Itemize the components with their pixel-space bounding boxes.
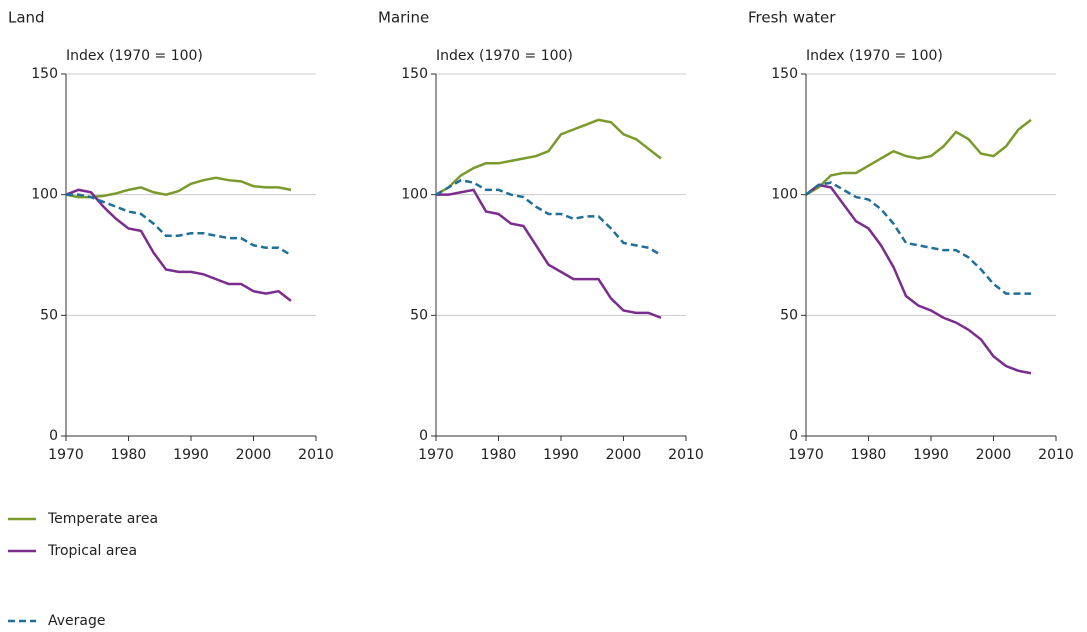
series-line	[805, 118, 1032, 196]
x-tick-label: 2000	[606, 447, 642, 463]
panel-title: Marine	[378, 9, 429, 27]
legend-label: Tropical area	[47, 543, 137, 559]
y-tick-label: 50	[40, 307, 58, 323]
panel-title: Fresh water	[748, 9, 836, 27]
x-tick-label: 1980	[111, 447, 147, 463]
series-line	[805, 183, 1032, 375]
x-tick-label: 1970	[48, 447, 84, 463]
y-tick-label: 100	[31, 187, 58, 203]
y-tick-label: 50	[410, 307, 428, 323]
y-tick-label: 50	[780, 307, 798, 323]
y-tick-label: 150	[401, 66, 428, 82]
panel-title: Land	[8, 9, 45, 27]
series-line	[65, 188, 292, 302]
axis-label: Index (1970 = 100)	[806, 48, 943, 64]
series-line	[66, 193, 292, 257]
y-tick-label: 0	[419, 428, 428, 444]
x-tick-label: 1980	[481, 447, 517, 463]
y-tick-label: 100	[771, 187, 798, 203]
x-tick-label: 1980	[851, 447, 887, 463]
x-tick-label: 1970	[788, 447, 824, 463]
x-tick-label: 1970	[418, 447, 454, 463]
y-tick-label: 100	[401, 187, 428, 203]
legend-label: Average	[48, 613, 106, 629]
series-line	[435, 118, 662, 196]
y-tick-label: 150	[31, 66, 58, 82]
axis-label: Index (1970 = 100)	[66, 48, 203, 64]
x-tick-label: 2000	[976, 447, 1012, 463]
y-tick-label: 0	[49, 428, 58, 444]
y-tick-label: 150	[771, 66, 798, 82]
x-tick-label: 2010	[298, 447, 334, 463]
axis-label: Index (1970 = 100)	[436, 48, 573, 64]
legend-label: Temperate area	[47, 511, 158, 527]
series-line	[436, 188, 662, 319]
x-tick-label: 2010	[1038, 447, 1074, 463]
series-line	[65, 176, 292, 199]
x-tick-label: 1990	[913, 447, 949, 463]
x-tick-label: 1990	[543, 447, 579, 463]
x-tick-label: 1990	[173, 447, 209, 463]
x-tick-label: 2010	[668, 447, 704, 463]
series-line	[435, 178, 662, 257]
x-tick-label: 2000	[236, 447, 272, 463]
y-tick-label: 0	[789, 428, 798, 444]
